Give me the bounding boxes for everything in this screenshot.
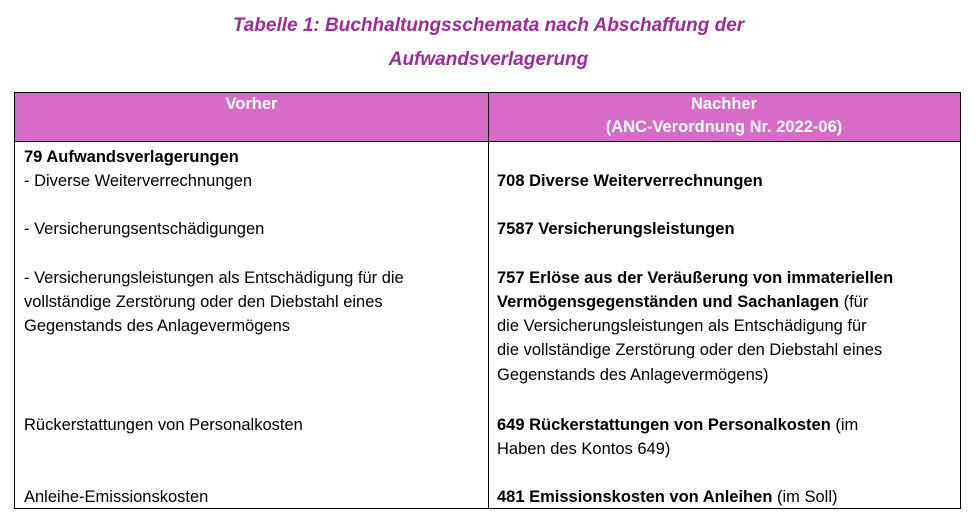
header-after-label: Nachher [690,95,758,113]
before-item: - Versicherungsentschädigungen [24,220,265,238]
after-item: Haben des Kontos 649) [497,440,671,458]
before-heading: 79 Aufwandsverlagerungen [24,148,239,166]
header-before-label: Vorher [225,95,278,113]
after-item: 649 Rückerstattungen von Personalkosten … [497,416,859,434]
after-item: Vermögensgegenständen und Sachanlagen (f… [497,293,869,311]
accounting-table: Vorher Nachher (ANC-Verordnung Nr. 2022-… [14,92,961,509]
after-item: 708 Diverse Weiterverrechnungen [497,172,763,190]
after-item: 7587 Versicherungsleistungen [497,220,735,238]
table-caption-line1: Tabelle 1: Buchhaltungsschemata nach Abs… [232,15,745,36]
after-item: Gegenstands des Anlagevermögens) [497,366,769,384]
column-divider [488,93,489,508]
before-item: Anleihe-Emissionskosten [24,488,209,506]
before-item: vollständige Zerstörung oder den Diebsta… [24,293,383,311]
before-item: Rückerstattungen von Personalkosten [24,416,303,434]
after-item: die Versicherungsleistungen als Entschäd… [497,317,867,335]
table-caption-line2: Aufwandsverlagerung [388,49,589,70]
before-item: - Diverse Weiterverrechnungen [24,172,253,190]
header-after: Nachher (ANC-Verordnung Nr. 2022-06) [488,93,960,142]
after-item: 757 Erlöse aus der Veräußerung von immat… [497,269,894,287]
before-item: Gegenstands des Anlagevermögens [24,317,291,335]
after-item: die vollständige Zerstörung oder den Die… [497,341,883,359]
header-before: Vorher [15,93,488,142]
header-after-sublabel: (ANC-Verordnung Nr. 2022-06) [605,118,843,136]
after-item: 481 Emissionskosten von Anleihen (im Sol… [497,488,838,506]
before-item: - Versicherungsleistungen als Entschädig… [24,269,404,287]
